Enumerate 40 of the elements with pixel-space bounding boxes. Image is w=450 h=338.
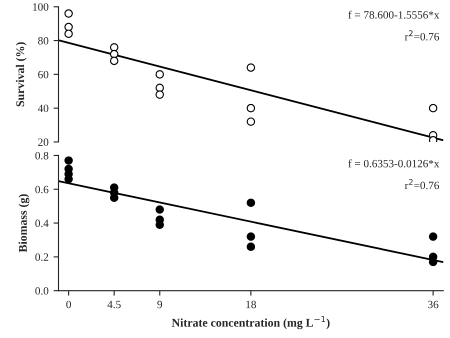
point [64, 30, 73, 38]
point [246, 232, 256, 241]
y-axis-title: Biomass (g) [18, 194, 30, 252]
point [156, 205, 164, 214]
y-tick-label: 0.0 [35, 287, 48, 295]
point [428, 104, 438, 112]
point [246, 242, 256, 251]
point [156, 70, 164, 79]
y-tick-label: 0.4 [35, 220, 49, 228]
y-tick-label: 80 [38, 37, 48, 45]
annotation: f = 0.6353-0.0126*x [348, 159, 440, 168]
annotation: f = 78.600-1.5556*x [348, 10, 440, 19]
point [156, 90, 164, 99]
x-axis-title: Nitrate concentration (mg L$^{−1}$) [172, 316, 330, 330]
x-tick-label: 36 [428, 300, 438, 308]
point [64, 156, 73, 165]
point [246, 117, 256, 126]
x-tick-label: 9 [157, 300, 162, 308]
annotation: r$^{2}$=0.76 [404, 179, 440, 190]
point [110, 56, 118, 66]
point [246, 198, 256, 208]
x-tick-label: 4.5 [107, 300, 121, 308]
point [156, 84, 164, 92]
x-tick-label: 0 [66, 300, 71, 308]
point [246, 104, 256, 112]
point [110, 43, 118, 52]
point [428, 232, 438, 241]
point [246, 63, 256, 72]
annotation: r$^{2}$=0.76 [404, 30, 440, 40]
point [110, 50, 118, 58]
point [64, 9, 73, 18]
y-tick-label: 60 [38, 70, 48, 78]
y-tick-label: 0.8 [35, 152, 48, 160]
y-tick-label: 0.6 [35, 186, 48, 194]
y-tick-label: 40 [38, 104, 48, 112]
x-tick-label: 18 [246, 300, 256, 308]
y-tick-label: 100 [33, 3, 48, 11]
y-tick-label: 0.2 [35, 253, 48, 261]
y-axis-title: Survival (%) [16, 42, 27, 106]
y-tick-label: 20 [38, 138, 48, 146]
